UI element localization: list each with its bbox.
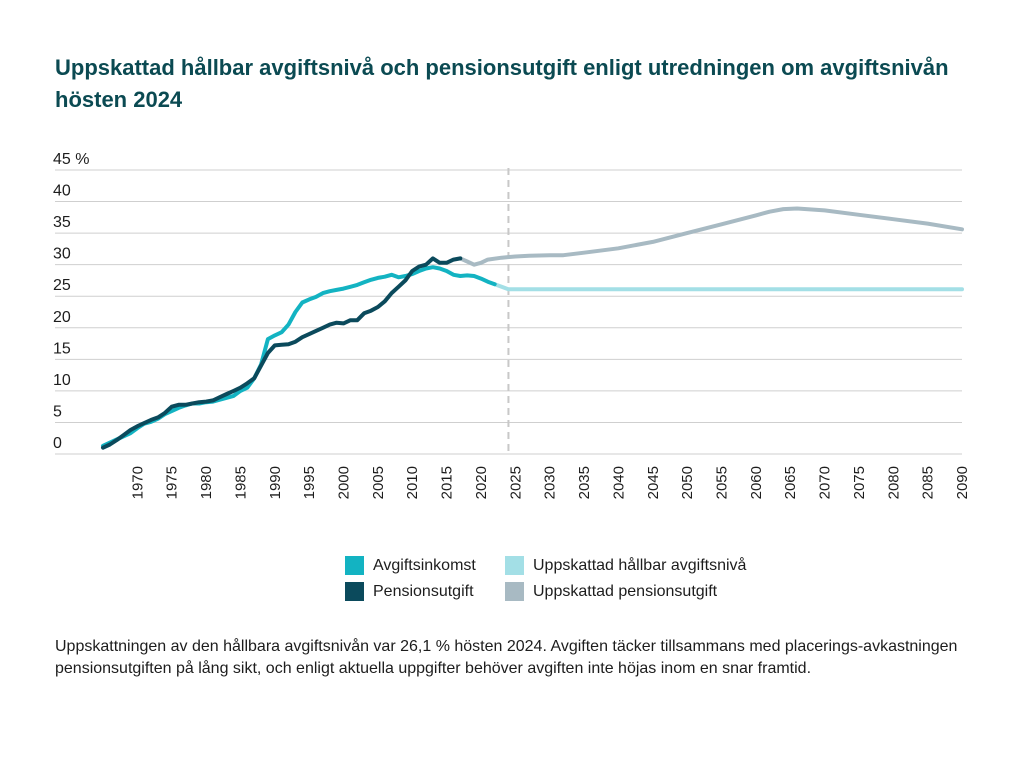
- legend-label-avgiftsinkomst: Avgiftsinkomst: [373, 556, 476, 574]
- legend-swatch-pensionsutgift: [345, 582, 364, 601]
- series-line: [492, 282, 964, 292]
- x-tick-label: 2055: [714, 466, 731, 499]
- y-tick-label: 25: [53, 277, 71, 294]
- series-line: [101, 256, 463, 450]
- x-tick-label: 1995: [301, 466, 318, 499]
- x-tick-label: 2075: [851, 466, 868, 499]
- y-tick-label: 30: [53, 246, 71, 263]
- legend-swatch-avgiftsinkomst: [345, 556, 364, 575]
- legend-label-pensionsutgift: Pensionsutgift: [373, 582, 474, 600]
- x-tick-label: 1975: [164, 466, 181, 499]
- legend-item-avgiftsinkomst: Avgiftsinkomst: [345, 556, 476, 575]
- series-line: [101, 265, 497, 448]
- y-axis-ticks: 0 5 10 15 20 25 30 35 40 45 %: [53, 151, 89, 452]
- footnote: Uppskattningen av den hållbara avgiftsni…: [55, 638, 958, 677]
- series-line: [458, 206, 964, 267]
- chart-title: Uppskattad hållbar avgiftsnivå och pensi…: [55, 55, 949, 112]
- x-tick-label: 2030: [542, 466, 559, 499]
- x-tick-label: 2005: [370, 466, 387, 499]
- y-tick-label: 35: [53, 214, 71, 231]
- x-tick-label: 2090: [954, 466, 971, 499]
- x-tick-label: 2050: [679, 466, 696, 499]
- x-tick-label: 1970: [129, 466, 146, 499]
- x-tick-label: 1985: [232, 466, 249, 499]
- legend-swatch-hallbar-avgiftsniva: [505, 556, 524, 575]
- y-tick-label: 20: [53, 309, 71, 326]
- x-tick-label: 2035: [576, 466, 593, 499]
- x-tick-label: 2020: [473, 466, 490, 499]
- x-tick-label: 2000: [336, 466, 353, 499]
- y-tick-label: 45 %: [53, 151, 89, 168]
- x-tick-label: 2025: [507, 466, 524, 499]
- x-tick-label: 2010: [404, 466, 421, 499]
- x-tick-label: 1980: [198, 466, 215, 499]
- y-tick-label: 15: [53, 340, 71, 357]
- x-tick-label: 2045: [645, 466, 662, 499]
- legend-label-hallbar-avgiftsniva: Uppskattad hållbar avgiftsnivå: [533, 556, 747, 574]
- x-tick-label: 2060: [748, 466, 765, 499]
- legend-item-pensionsutgift: Pensionsutgift: [345, 582, 474, 601]
- y-tick-label: 0: [53, 435, 62, 452]
- x-tick-label: 2070: [817, 466, 834, 499]
- x-tick-label: 2015: [439, 466, 456, 499]
- series-lines: [101, 206, 964, 450]
- x-tick-label: 2085: [920, 466, 937, 499]
- y-tick-label: 40: [53, 183, 71, 200]
- legend-swatch-uppskattad-pensionsutgift: [505, 582, 524, 601]
- x-tick-label: 1990: [267, 466, 284, 499]
- x-axis-ticks: 1970 1975 1980 1985 1990 1995 2000 2005 2010 2015…: [129, 466, 971, 499]
- x-tick-label: 2065: [782, 466, 799, 499]
- y-tick-label: 5: [53, 403, 62, 420]
- x-tick-label: 2080: [885, 466, 902, 499]
- y-tick-label: 10: [53, 372, 71, 389]
- legend-item-hallbar-avgiftsniva: Uppskattad hållbar avgiftsnivå: [505, 556, 746, 575]
- x-tick-label: 2040: [610, 466, 627, 499]
- legend-label-uppskattad-pensionsutgift: Uppskattad pensionsutgift: [533, 582, 718, 600]
- legend-item-uppskattad-pensionsutgift: Uppskattad pensionsutgift: [505, 582, 717, 601]
